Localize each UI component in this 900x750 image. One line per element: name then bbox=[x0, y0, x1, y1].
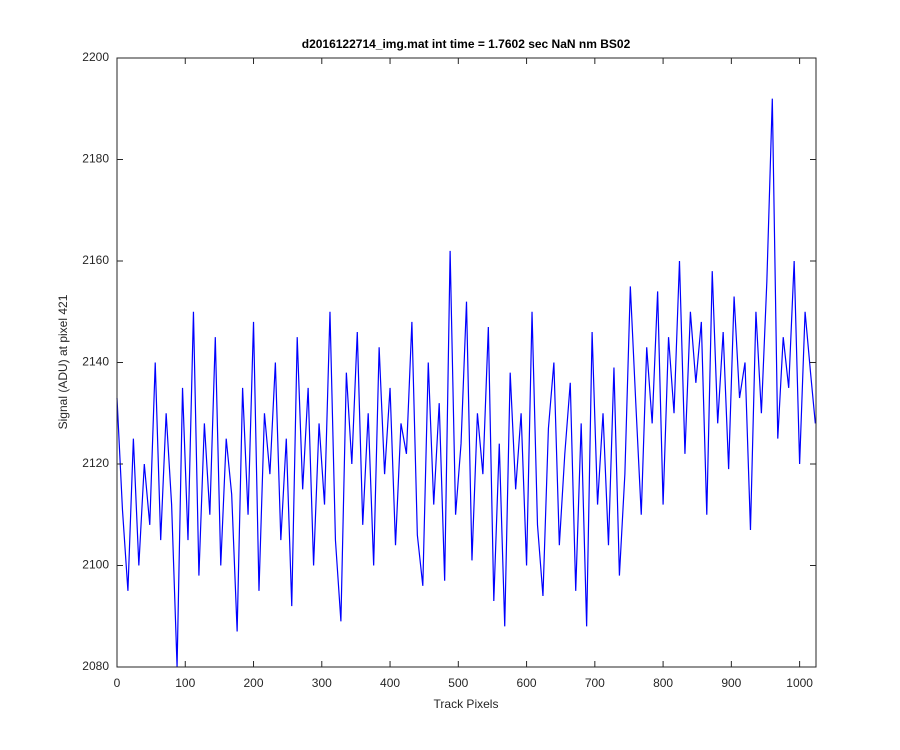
y-tick-label: 2160 bbox=[82, 253, 109, 267]
data-line bbox=[116, 98, 816, 668]
x-axis-label: Track Pixels bbox=[434, 697, 499, 711]
y-tick-label: 2120 bbox=[82, 456, 109, 470]
y-tick-label: 2080 bbox=[82, 659, 109, 673]
y-tick-label: 2140 bbox=[82, 355, 109, 369]
chart-title: d2016122714_img.mat int time = 1.7602 se… bbox=[302, 37, 631, 51]
plot-frame bbox=[116, 57, 817, 668]
x-tick-label: 700 bbox=[585, 676, 605, 690]
x-tick-label: 900 bbox=[721, 676, 741, 690]
x-tick-label: 500 bbox=[448, 676, 468, 690]
x-tick-label: 1000 bbox=[786, 676, 813, 690]
x-tick-label: 100 bbox=[175, 676, 195, 690]
x-tick-label: 400 bbox=[380, 676, 400, 690]
x-tick-label: 200 bbox=[244, 676, 264, 690]
y-tick-label: 2200 bbox=[82, 50, 109, 64]
x-tick-label: 300 bbox=[312, 676, 332, 690]
y-tick-label: 2180 bbox=[82, 152, 109, 166]
x-tick-label: 600 bbox=[517, 676, 537, 690]
y-axis-label: Signal (ADU) at pixel 421 bbox=[56, 294, 70, 429]
x-tick-label: 0 bbox=[114, 676, 121, 690]
y-tick-label: 2100 bbox=[82, 558, 109, 572]
x-tick-label: 800 bbox=[653, 676, 673, 690]
